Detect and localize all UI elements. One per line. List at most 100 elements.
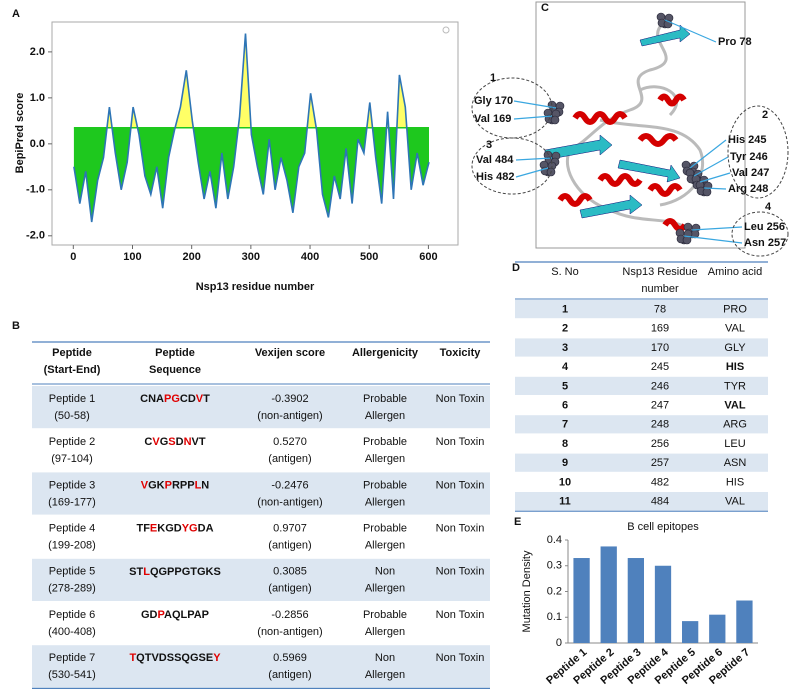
table-row (32, 645, 490, 688)
peptide-sequence: TFEKGDYGDA (136, 523, 213, 535)
residue-label: Val 247 (732, 167, 769, 179)
table-cell: Non Toxin (436, 479, 485, 491)
table-cell: -0.2856 (271, 609, 308, 621)
y-tick-label: 0.3 (547, 560, 562, 572)
table-cell: Non (375, 652, 395, 664)
table-row (515, 376, 768, 395)
table-row (32, 558, 490, 601)
sequence-segment: P (157, 609, 164, 621)
peptide-sequence: STLQGPPGTGKS (129, 566, 221, 578)
table-cell: 0.3085 (273, 566, 307, 578)
sequence-segment: S (168, 436, 175, 448)
table-row (515, 396, 768, 415)
table-cell: 170 (651, 342, 669, 354)
table-cell: Peptide 4 (49, 523, 95, 535)
leader-line (513, 100, 557, 109)
residue-label: Asn 257 (744, 237, 786, 249)
leader-line (664, 19, 717, 43)
table-cell: HIS (726, 476, 744, 488)
table-cell: -0.3902 (271, 393, 308, 405)
panel-label: A (12, 8, 20, 20)
table-cell: Peptide 7 (49, 652, 95, 664)
table-cell: 484 (651, 496, 669, 508)
table-cell: Non (375, 566, 395, 578)
sequence-segment: AQLPAP (164, 609, 209, 621)
sequence-segment: CNA (140, 393, 164, 405)
table-cell: Non Toxin (436, 652, 485, 664)
table-cell: Probable (363, 393, 407, 405)
table-cell: Probable (363, 523, 407, 535)
table-row (515, 300, 768, 319)
table-cell: VAL (725, 323, 745, 335)
table-cell: 482 (651, 476, 669, 488)
leader-line (693, 156, 729, 177)
table-cell: (169-177) (48, 496, 96, 508)
table-cell: 6 (562, 400, 568, 412)
sequence-segment: TF (136, 523, 150, 535)
residue-label: Leu 256 (744, 221, 785, 233)
y-tick-label: 0.4 (547, 534, 562, 546)
table-header: number (641, 283, 679, 295)
table-cell: Peptide 3 (49, 479, 95, 491)
table-cell: 257 (651, 457, 669, 469)
table-cell: LEU (724, 438, 745, 450)
sequence-segment: V (141, 479, 149, 491)
table-cell: (antigen) (268, 453, 311, 465)
residue-label: Gly 170 (474, 95, 513, 107)
table-header: Allergenicity (352, 347, 419, 359)
sequence-segment: D (176, 436, 184, 448)
sequence-segment: L (195, 479, 202, 491)
table-cell: (50-58) (54, 410, 89, 422)
atom (702, 187, 712, 197)
bar (573, 558, 590, 643)
table-cell: 7 (562, 419, 568, 431)
group-number: 1 (490, 72, 496, 84)
table-cell: (97-104) (51, 453, 93, 465)
table-cell: 4 (562, 361, 569, 373)
table-header: Vexijen score (255, 347, 325, 359)
table-cell: Probable (363, 436, 407, 448)
table-row (515, 453, 768, 472)
leader-line (689, 139, 727, 169)
table-cell: PRO (723, 304, 747, 316)
table-header: Toxicity (440, 347, 482, 359)
sequence-segment: P (165, 479, 172, 491)
group-outline (471, 137, 553, 195)
table-cell: Probable (363, 479, 407, 491)
panel-label: E (514, 516, 521, 528)
table-cell: (199-208) (48, 540, 96, 552)
table-cell: Allergen (365, 540, 405, 552)
table-row (32, 472, 490, 515)
table-cell: Allergen (365, 669, 405, 681)
group-number: 3 (486, 139, 492, 151)
table-cell: (antigen) (268, 583, 311, 595)
table-cell: 5 (562, 380, 568, 392)
table-cell: 9 (562, 457, 568, 469)
sheets (544, 24, 691, 219)
leader-line (515, 167, 549, 178)
table-cell: 246 (651, 380, 669, 392)
atom (550, 115, 560, 125)
table-cell: (278-289) (48, 583, 96, 595)
table-row (515, 472, 768, 491)
sequence-segment: G (160, 436, 169, 448)
table-cell: Peptide 6 (49, 609, 95, 621)
residue-label: Pro 78 (718, 36, 752, 48)
table-cell: (non-antigen) (257, 496, 322, 508)
table-cell: VAL (724, 400, 745, 412)
residue-label: Arg 248 (728, 183, 768, 195)
table-cell: (non-antigen) (257, 410, 322, 422)
sequence-segment: L (143, 566, 150, 578)
y-tick-label: -2.0 (26, 230, 45, 242)
group-outline (731, 211, 789, 257)
table-cell: ARG (723, 419, 747, 431)
sequence-segment: N (201, 479, 209, 491)
sequence-segment: QGPPGTGKS (150, 566, 221, 578)
y-tick-label: 1.0 (30, 92, 45, 104)
table-cell: 3 (562, 342, 568, 354)
sequence-segment: Y (213, 652, 221, 664)
group-number: 4 (765, 201, 772, 213)
table-cell: Allergen (365, 626, 405, 638)
sequence-segment: E (150, 523, 157, 535)
table-header: (Start-End) (44, 364, 101, 376)
